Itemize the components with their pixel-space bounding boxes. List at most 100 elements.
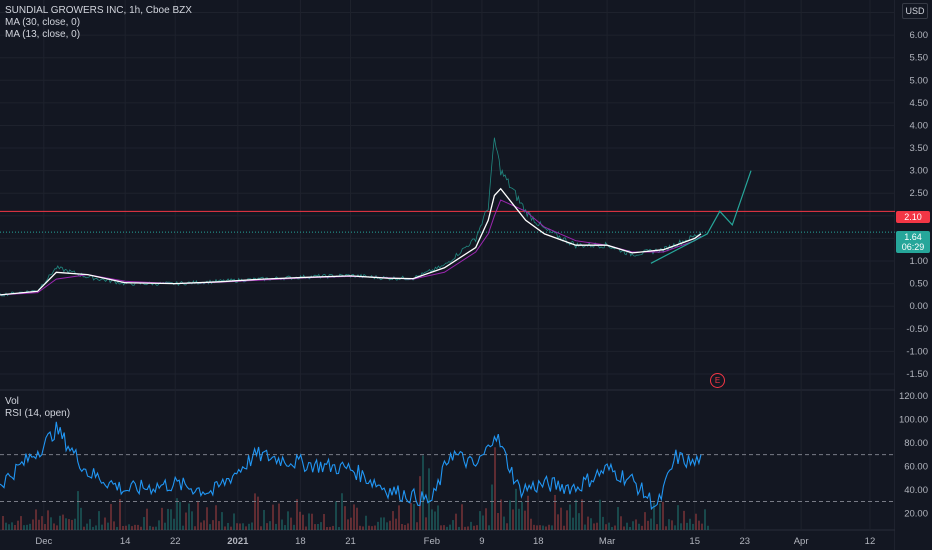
earnings-marker[interactable]: E [710, 373, 725, 388]
time-tick-label: 21 [345, 536, 356, 547]
volume-bar [617, 507, 619, 530]
volume-bar [596, 522, 598, 530]
volume-bar [128, 524, 130, 530]
time-tick-label: Dec [35, 536, 52, 547]
volume-bar [239, 523, 241, 530]
volume-bar [80, 507, 82, 530]
volume-bar [614, 525, 616, 530]
ma13-legend[interactable]: MA (13, close, 0) [5, 29, 81, 40]
volume-bar [317, 524, 319, 530]
volume-bar [437, 505, 439, 530]
volume-bar [116, 526, 118, 530]
volume-bar [227, 522, 229, 530]
volume-bar [209, 524, 211, 530]
volume-bar [197, 500, 199, 530]
volume-bar [266, 523, 268, 530]
volume-bar [386, 522, 388, 530]
rsi-tick-label: 120.00 [899, 391, 928, 402]
volume-bar [518, 508, 520, 530]
volume-bar [329, 526, 331, 530]
volume-bar [398, 505, 400, 530]
volume-bar [233, 513, 235, 530]
volume-bar [521, 501, 523, 530]
ma30-legend[interactable]: MA (30, close, 0) [5, 17, 81, 28]
volume-bar [5, 522, 7, 530]
time-axis[interactable]: Dec 14 22 2021 18 21 Feb 9 18 Mar 15 23 Apr 12 [35, 536, 875, 547]
currency-button[interactable]: USD [902, 3, 928, 19]
volume-bar [344, 506, 346, 530]
volume-bar [326, 526, 328, 530]
volume-bar [632, 521, 634, 530]
volume-bar [278, 503, 280, 530]
volume-bar [176, 498, 178, 530]
volume-bar [659, 503, 661, 530]
volume-bar [284, 525, 286, 530]
volume-bar [218, 521, 220, 530]
volume-bar [701, 523, 703, 530]
volume-bar [611, 526, 613, 530]
volume-bar [683, 510, 685, 530]
volume-bar [566, 510, 568, 530]
rsi-legend[interactable]: RSI (14, open) [5, 408, 71, 419]
volume-bar [65, 518, 67, 530]
symbol-title: SUNDIAL GROWERS INC, 1h, Cboe BZX [5, 5, 192, 16]
volume-bar [377, 521, 379, 530]
price-axis[interactable]: 6.506.005.505.004.504.003.503.002.502.00… [895, 0, 932, 550]
volume-bar [623, 526, 625, 530]
volume-bar [335, 501, 337, 530]
volume-bar [695, 513, 697, 530]
volume-bar [320, 522, 322, 530]
volume-bar [371, 526, 373, 530]
volume-bar [368, 525, 370, 530]
volume-bar [551, 525, 553, 530]
volume-bar [242, 523, 244, 530]
volume-bar [425, 517, 427, 530]
price-line [0, 137, 702, 297]
volume-bar [563, 525, 565, 530]
volume-bar [272, 504, 274, 530]
price-tick-label: 6.00 [910, 30, 929, 41]
volume-bar [707, 525, 709, 530]
volume-bar [662, 501, 664, 530]
volume-bar [122, 525, 124, 530]
rsi-tick-label: 60.00 [904, 461, 928, 472]
volume-bar [287, 511, 289, 530]
trend-projection-line [650, 170, 752, 264]
volume-bar [389, 520, 391, 530]
volume-bar [575, 499, 577, 530]
volume-bar [263, 509, 265, 530]
rsi-pane [0, 421, 895, 511]
volume-bar [323, 514, 325, 530]
time-tick-label: 2021 [227, 536, 249, 547]
volume-bar [2, 515, 4, 530]
volume-bar [44, 524, 46, 530]
volume-bar [224, 526, 226, 530]
volume-bar [539, 525, 541, 530]
volume-bar [302, 514, 304, 530]
vol-legend[interactable]: Vol [5, 396, 19, 407]
volume-bar [686, 522, 688, 530]
price-tick-label: -1.00 [906, 346, 928, 357]
volume-bar [491, 484, 493, 530]
volume-bar [245, 526, 247, 530]
price-tick-label: 1.00 [910, 256, 929, 267]
volume-bar [191, 511, 193, 530]
volume-bar [167, 508, 169, 530]
volume-bar [593, 523, 595, 530]
time-tick-label: 15 [689, 536, 700, 547]
volume-bar [212, 520, 214, 530]
volume-bar [533, 524, 535, 530]
price-tick-label: 2.50 [910, 188, 929, 199]
volume-bar [554, 494, 556, 530]
volume-bar [203, 520, 205, 530]
volume-bar [14, 524, 16, 530]
volume-bar [638, 523, 640, 530]
volume-bar [188, 503, 190, 530]
volume-bar [29, 523, 31, 530]
price-axis-bg [895, 0, 932, 550]
volume-bar [692, 523, 694, 530]
volume-bar [38, 519, 40, 530]
volume-bar [50, 517, 52, 530]
price-tick-label: 0.00 [910, 301, 929, 312]
